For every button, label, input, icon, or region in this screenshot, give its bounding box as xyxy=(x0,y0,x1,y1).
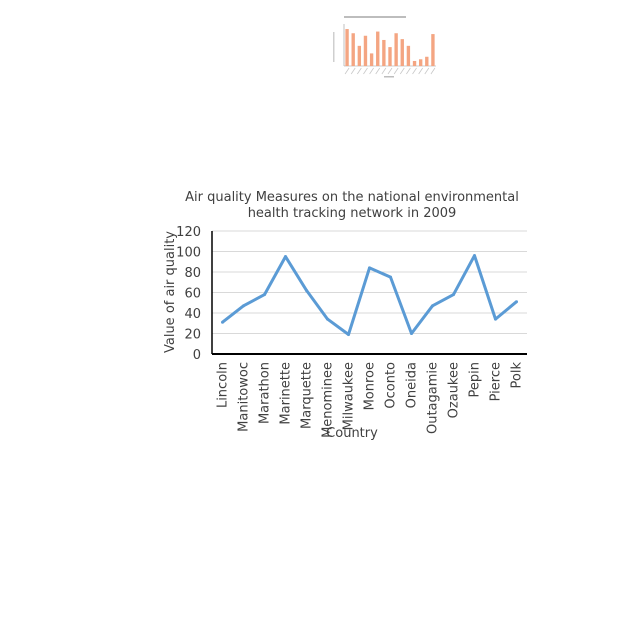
x-tick-label: Monroe xyxy=(363,362,378,410)
thumb-x-tick-label xyxy=(430,67,436,75)
y-tick-label: 40 xyxy=(184,307,201,322)
thumb-bar xyxy=(376,31,380,67)
x-tick-label: Marathon xyxy=(258,362,273,424)
thumbnail-bar-chart xyxy=(333,16,436,78)
thumb-bar xyxy=(388,47,392,66)
thumb-x-tick-label xyxy=(418,67,423,75)
thumb-x-tick-label xyxy=(350,67,356,75)
x-tick-labels: Lincoln Manitowoc Marathon Marinette Marquet… xyxy=(216,362,525,438)
thumb-xlabel-text xyxy=(384,76,394,78)
thumb-bar xyxy=(406,45,411,66)
data-point xyxy=(452,293,455,297)
thumb-x-tick-label xyxy=(369,67,374,75)
thumb-bar xyxy=(345,29,349,66)
x-tick-label: Menominee xyxy=(321,362,336,438)
data-point xyxy=(410,332,413,335)
data-point xyxy=(368,266,371,270)
data-point xyxy=(284,255,287,259)
x-tick-label: Pierce xyxy=(489,362,504,401)
thumb-x-tick-label xyxy=(363,67,368,75)
thumb-bar xyxy=(394,33,398,66)
x-tick-label: Marquette xyxy=(300,362,315,429)
thumb-x-tick-label xyxy=(399,67,405,75)
x-tick-label: Polk xyxy=(510,362,525,389)
data-point xyxy=(347,333,350,337)
y-tick-label: 0 xyxy=(193,348,201,363)
data-point xyxy=(494,317,497,321)
y-tick-label: 120 xyxy=(176,225,201,240)
thumb-bar xyxy=(431,34,435,66)
thumb-ylabel-text xyxy=(333,32,335,62)
data-point xyxy=(326,317,329,321)
thumb-bar xyxy=(412,60,417,66)
y-axis-title: Value of air quality xyxy=(163,231,178,353)
thumb-x-tick-label xyxy=(412,67,417,75)
data-point xyxy=(305,288,308,292)
x-tick-label: Pepin xyxy=(468,362,483,397)
gridlines xyxy=(212,230,527,334)
thumb-bar xyxy=(400,39,404,66)
y-tick-label: 100 xyxy=(176,246,201,261)
thumb-bar xyxy=(369,53,374,66)
thumb-bar xyxy=(425,56,429,66)
data-point xyxy=(431,304,434,308)
x-tick-label: Oneida xyxy=(405,362,420,408)
x-axis-title: Country xyxy=(326,426,378,441)
axes xyxy=(211,231,527,355)
y-tick-label: 20 xyxy=(184,328,201,343)
thumb-bar xyxy=(357,45,362,66)
chart-title-line-2: health tracking network in 2009 xyxy=(248,206,457,221)
x-tick-label: Milwaukee xyxy=(342,362,357,430)
thumb-bar xyxy=(382,39,386,66)
x-tick-label: Outagamie xyxy=(426,362,441,434)
thumb-x-tick-label xyxy=(387,67,393,75)
thumb-x-tick-label xyxy=(406,67,411,75)
data-point xyxy=(389,275,392,279)
thumb-x-tick-label xyxy=(424,67,430,75)
thumb-bar xyxy=(351,33,355,66)
data-point xyxy=(473,254,476,258)
data-point xyxy=(515,300,518,304)
thumb-bar xyxy=(418,59,423,66)
x-tick-label: Oconto xyxy=(384,362,399,409)
x-tick-label: Ozaukee xyxy=(447,362,462,418)
thumb-x-tick-label xyxy=(393,67,399,75)
thumb-x-tick-label xyxy=(375,67,381,75)
thumb-x-tick-label xyxy=(381,67,387,75)
x-tick-label: Marinette xyxy=(279,362,294,425)
data-point xyxy=(221,320,224,324)
chart-title-line-1: Air quality Measures on the national env… xyxy=(185,190,519,205)
series xyxy=(221,254,518,337)
y-tick-labels: 0 20 40 60 80 100 120 xyxy=(176,225,201,363)
data-point xyxy=(263,293,266,297)
y-tick-label: 80 xyxy=(184,266,201,281)
thumb-x-tick-label xyxy=(357,67,362,75)
thumb-bar xyxy=(363,35,368,66)
x-tick-label: Manitowoc xyxy=(237,362,252,432)
thumb-title-text xyxy=(344,16,406,18)
y-tick-label: 60 xyxy=(184,287,201,302)
data-point xyxy=(242,304,245,308)
x-tick-label: Lincoln xyxy=(216,362,231,408)
thumb-x-tick-label xyxy=(344,67,350,75)
